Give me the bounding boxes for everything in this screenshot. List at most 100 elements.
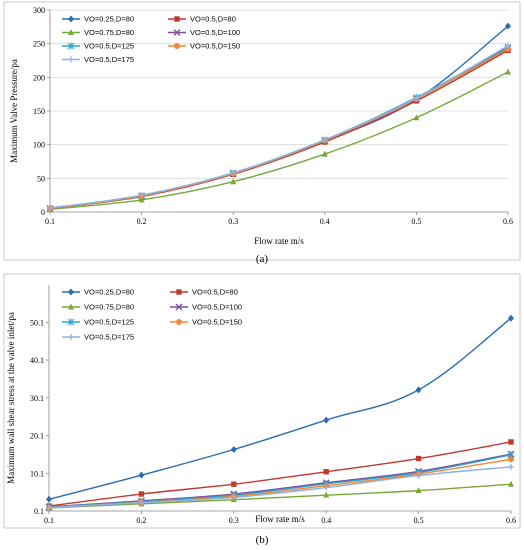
data-point	[323, 491, 330, 498]
data-point	[505, 68, 511, 75]
legend-label: VO=0.5,D=125	[84, 42, 134, 51]
x-tick-label: 0.1	[45, 217, 55, 226]
figure-caption: (b)	[256, 534, 269, 546]
legend-entry: VO=0.25,D=80	[62, 288, 134, 297]
legend-label: VO=0.5,D=150	[190, 42, 240, 51]
legend-label: VO=0.5,D=175	[84, 333, 134, 342]
data-point	[47, 204, 53, 211]
series-VO=0.5,D=175	[47, 42, 511, 211]
series-VO=0.5,D=150	[47, 46, 511, 212]
series-VO=0.5,D=125	[46, 43, 512, 213]
legend-entry: VO=0.5,D=175	[62, 333, 134, 342]
y-tick-label: 250	[33, 40, 45, 49]
y-axis-label: Maximum wall shear stress at the valve i…	[6, 312, 16, 484]
legend-entry: VO=0.5,D=175	[62, 55, 134, 64]
legend-entry: VO=0.5,D=80	[170, 288, 238, 297]
data-point	[138, 491, 145, 497]
data-point	[321, 150, 328, 157]
legend-marker	[68, 303, 74, 310]
legend-marker	[175, 303, 183, 311]
legend-label: VO=0.5,D=80	[190, 15, 236, 24]
y-tick-label: 200	[33, 73, 45, 82]
data-point	[46, 495, 52, 503]
legend-label: VO=0.5,D=80	[192, 288, 238, 297]
chart-b: 0.1 0.2 0.3 0.4 0.5 0.6 0.1 10.1 20.1 30.1 40.1 50.…	[3, 273, 521, 546]
y-tick-label: 40.1	[30, 356, 44, 365]
figure-caption: (a)	[256, 253, 269, 265]
x-tick-label: 0.5	[414, 516, 424, 525]
data-point	[138, 192, 145, 199]
legend-label: VO=0.5,D=175	[84, 55, 134, 64]
data-point	[321, 136, 328, 143]
y-tick-label: 50.1	[30, 318, 44, 327]
series-VO=0.25,D=80	[47, 22, 511, 212]
legend-entry: VO=0.75,D=80	[62, 303, 134, 312]
y-tick-label: 0.1	[34, 507, 44, 516]
data-point	[415, 386, 422, 394]
data-point	[508, 314, 514, 322]
data-point	[413, 114, 420, 121]
y-tick-label: 100	[33, 141, 45, 150]
legend-entry: VO=0.5,D=80	[168, 15, 236, 24]
y-tick-label: 20.1	[30, 432, 44, 441]
legend-marker	[68, 288, 74, 296]
series-VO=0.5,D=80	[47, 47, 511, 212]
series-line	[49, 46, 509, 210]
series-line	[48, 453, 512, 508]
legend: VO=0.25,D=80 VO=0.5,D=80 VO=0.75,D=80 VO=0.…	[62, 288, 242, 342]
data-point	[505, 22, 511, 30]
series-VO=0.75,D=80	[46, 480, 514, 511]
x-tick-label: 0.2	[137, 217, 147, 226]
series-line	[48, 441, 512, 507]
series-line	[48, 483, 512, 509]
data-point	[138, 471, 145, 479]
series-line	[49, 71, 509, 211]
legend-entry: VO=0.5,D=125	[62, 42, 134, 51]
legend-label: VO=0.75,D=80	[84, 303, 134, 312]
x-tick-label: 0.1	[44, 516, 54, 525]
legend-marker	[173, 29, 181, 36]
data-point	[230, 494, 237, 501]
data-point	[138, 499, 145, 506]
x-tick-label: 0.3	[228, 217, 238, 226]
legend-marker	[174, 43, 180, 49]
legend-label: VO=0.25,D=80	[84, 15, 134, 24]
data-point	[323, 416, 330, 424]
legend-entry: VO=0.5,D=100	[170, 303, 242, 312]
x-tick-label: 0.6	[506, 516, 516, 525]
series-line	[49, 45, 509, 209]
data-point	[231, 481, 237, 487]
legend-label: VO=0.5,D=100	[192, 303, 242, 312]
legend-marker	[68, 15, 74, 23]
series-line	[48, 466, 512, 509]
x-axis-label: Flow rate m/s	[255, 514, 305, 524]
data-point	[415, 472, 422, 479]
y-tick-label: 150	[33, 107, 45, 116]
series-VO=0.25,D=80	[46, 314, 514, 503]
y-tick-label: 300	[33, 6, 45, 15]
series-VO=0.5,D=100	[45, 450, 515, 511]
chart-a: 0.1 0.2 0.3 0.4 0.5 0.6 0 50 100 150 200 250 300 Flow…	[3, 1, 521, 265]
series-VO=0.5,D=80	[46, 439, 514, 509]
x-tick-label: 0.6	[503, 217, 513, 226]
legend-entry: VO=0.75,D=80	[62, 28, 134, 37]
x-tick-label: 0.2	[136, 516, 146, 525]
data-point	[505, 42, 511, 49]
series-line	[48, 317, 512, 500]
legend-marker	[176, 289, 182, 295]
data-point	[505, 46, 511, 53]
legend-marker	[176, 319, 182, 325]
legend-entry: VO=0.5,D=100	[168, 28, 240, 37]
series-VO=0.5,D=125	[45, 451, 515, 511]
legend-marker	[67, 42, 75, 50]
data-point	[138, 196, 145, 203]
series-line	[49, 48, 509, 210]
x-tick-label: 0.5	[411, 217, 421, 226]
x-tick-label: 0.3	[229, 516, 239, 525]
legend: VO=0.25,D=80 VO=0.5,D=80 VO=0.75,D=80 VO=0.…	[62, 15, 240, 64]
legend-marker	[174, 16, 180, 22]
x-tick-label: 0.4	[321, 516, 331, 525]
y-tick-label: 50	[37, 174, 45, 183]
y-tick-label: 10.1	[30, 469, 44, 478]
